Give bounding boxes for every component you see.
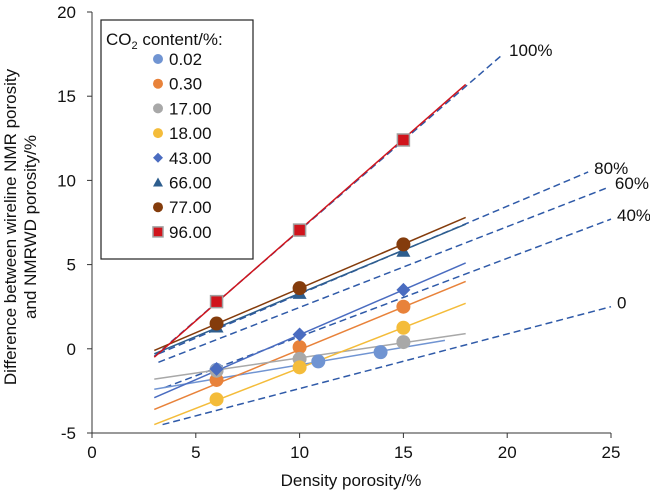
legend-label: 77.00 [169,198,212,217]
legend-label: 96.00 [169,223,212,242]
y-tick-label: 0 [67,340,76,359]
reference-line [162,305,612,426]
data-point [396,282,411,297]
data-point [396,133,411,147]
y-tick-label: 15 [57,87,76,106]
data-point [209,392,224,407]
data-points [209,133,411,407]
data-point [292,360,307,375]
y-tick-label: 5 [67,256,76,275]
data-point [292,223,307,237]
reference-line-label: 100% [509,41,552,60]
axes: -5 0 5 10 15 20 0 5 10 15 20 25 [57,3,620,462]
reference-line-label: 80% [594,159,628,178]
legend: CO2 content/%: 0.02 0.30 17.00 18.00 43.00 66… [100,19,254,260]
legend-label: 43.00 [169,149,212,168]
fit-line [153,83,467,358]
x-tick-label: 0 [87,443,96,462]
data-point [396,320,411,335]
x-tick-label: 15 [394,443,413,462]
legend-title: CO2 content/%: [106,30,223,52]
legend-label: 0.30 [169,75,202,94]
legend-marker [153,128,163,139]
fit-line [153,280,466,411]
data-point [292,340,307,355]
fit-line [153,216,466,352]
legend-box [100,19,254,260]
legend-marker [153,152,163,163]
legend-marker [153,177,163,187]
x-axis-label: Density porosity/% [281,471,422,490]
fit-line [153,262,466,399]
data-point [373,345,388,360]
y-tick-label: 10 [57,171,76,190]
y-tick-label: 20 [57,3,76,22]
data-point [396,335,411,350]
y-axis-label-line2: and NMRWD porosity/% [21,135,40,319]
legend-marker [153,54,163,64]
data-point [292,327,307,342]
legend-label: 66.00 [169,174,212,193]
data-point [209,362,224,377]
x-tick-label: 10 [290,443,309,462]
legend-label: 0.02 [169,50,202,69]
y-tick-label: -5 [61,424,76,443]
legend-marker [153,103,163,114]
reference-labels: 100% 80%60% 40% 0 [509,41,650,313]
reference-line [164,218,612,389]
legend-marker [152,226,164,238]
fit-line [154,302,466,426]
y-axis-label-line1: Difference between wireline NMR porosity [1,68,20,385]
x-tick-label: 20 [498,443,517,462]
legend-label: 18.00 [169,124,212,143]
data-point [209,316,224,331]
data-point [311,354,326,369]
data-point [209,294,224,309]
legend-marker [153,202,163,213]
reference-line-label: 40% [617,206,650,225]
reference-line-label: 60% [615,174,649,193]
reference-line [158,186,610,363]
data-point [292,281,307,296]
data-point [396,299,411,314]
data-point [396,237,411,252]
legend-marker [153,78,163,89]
reference-line-label: 0 [617,294,626,313]
fit-line [153,223,466,355]
x-tick-label: 5 [191,443,200,462]
x-tick-label: 25 [602,443,621,462]
legend-label: 17.00 [169,99,212,118]
fit-line [154,332,466,380]
